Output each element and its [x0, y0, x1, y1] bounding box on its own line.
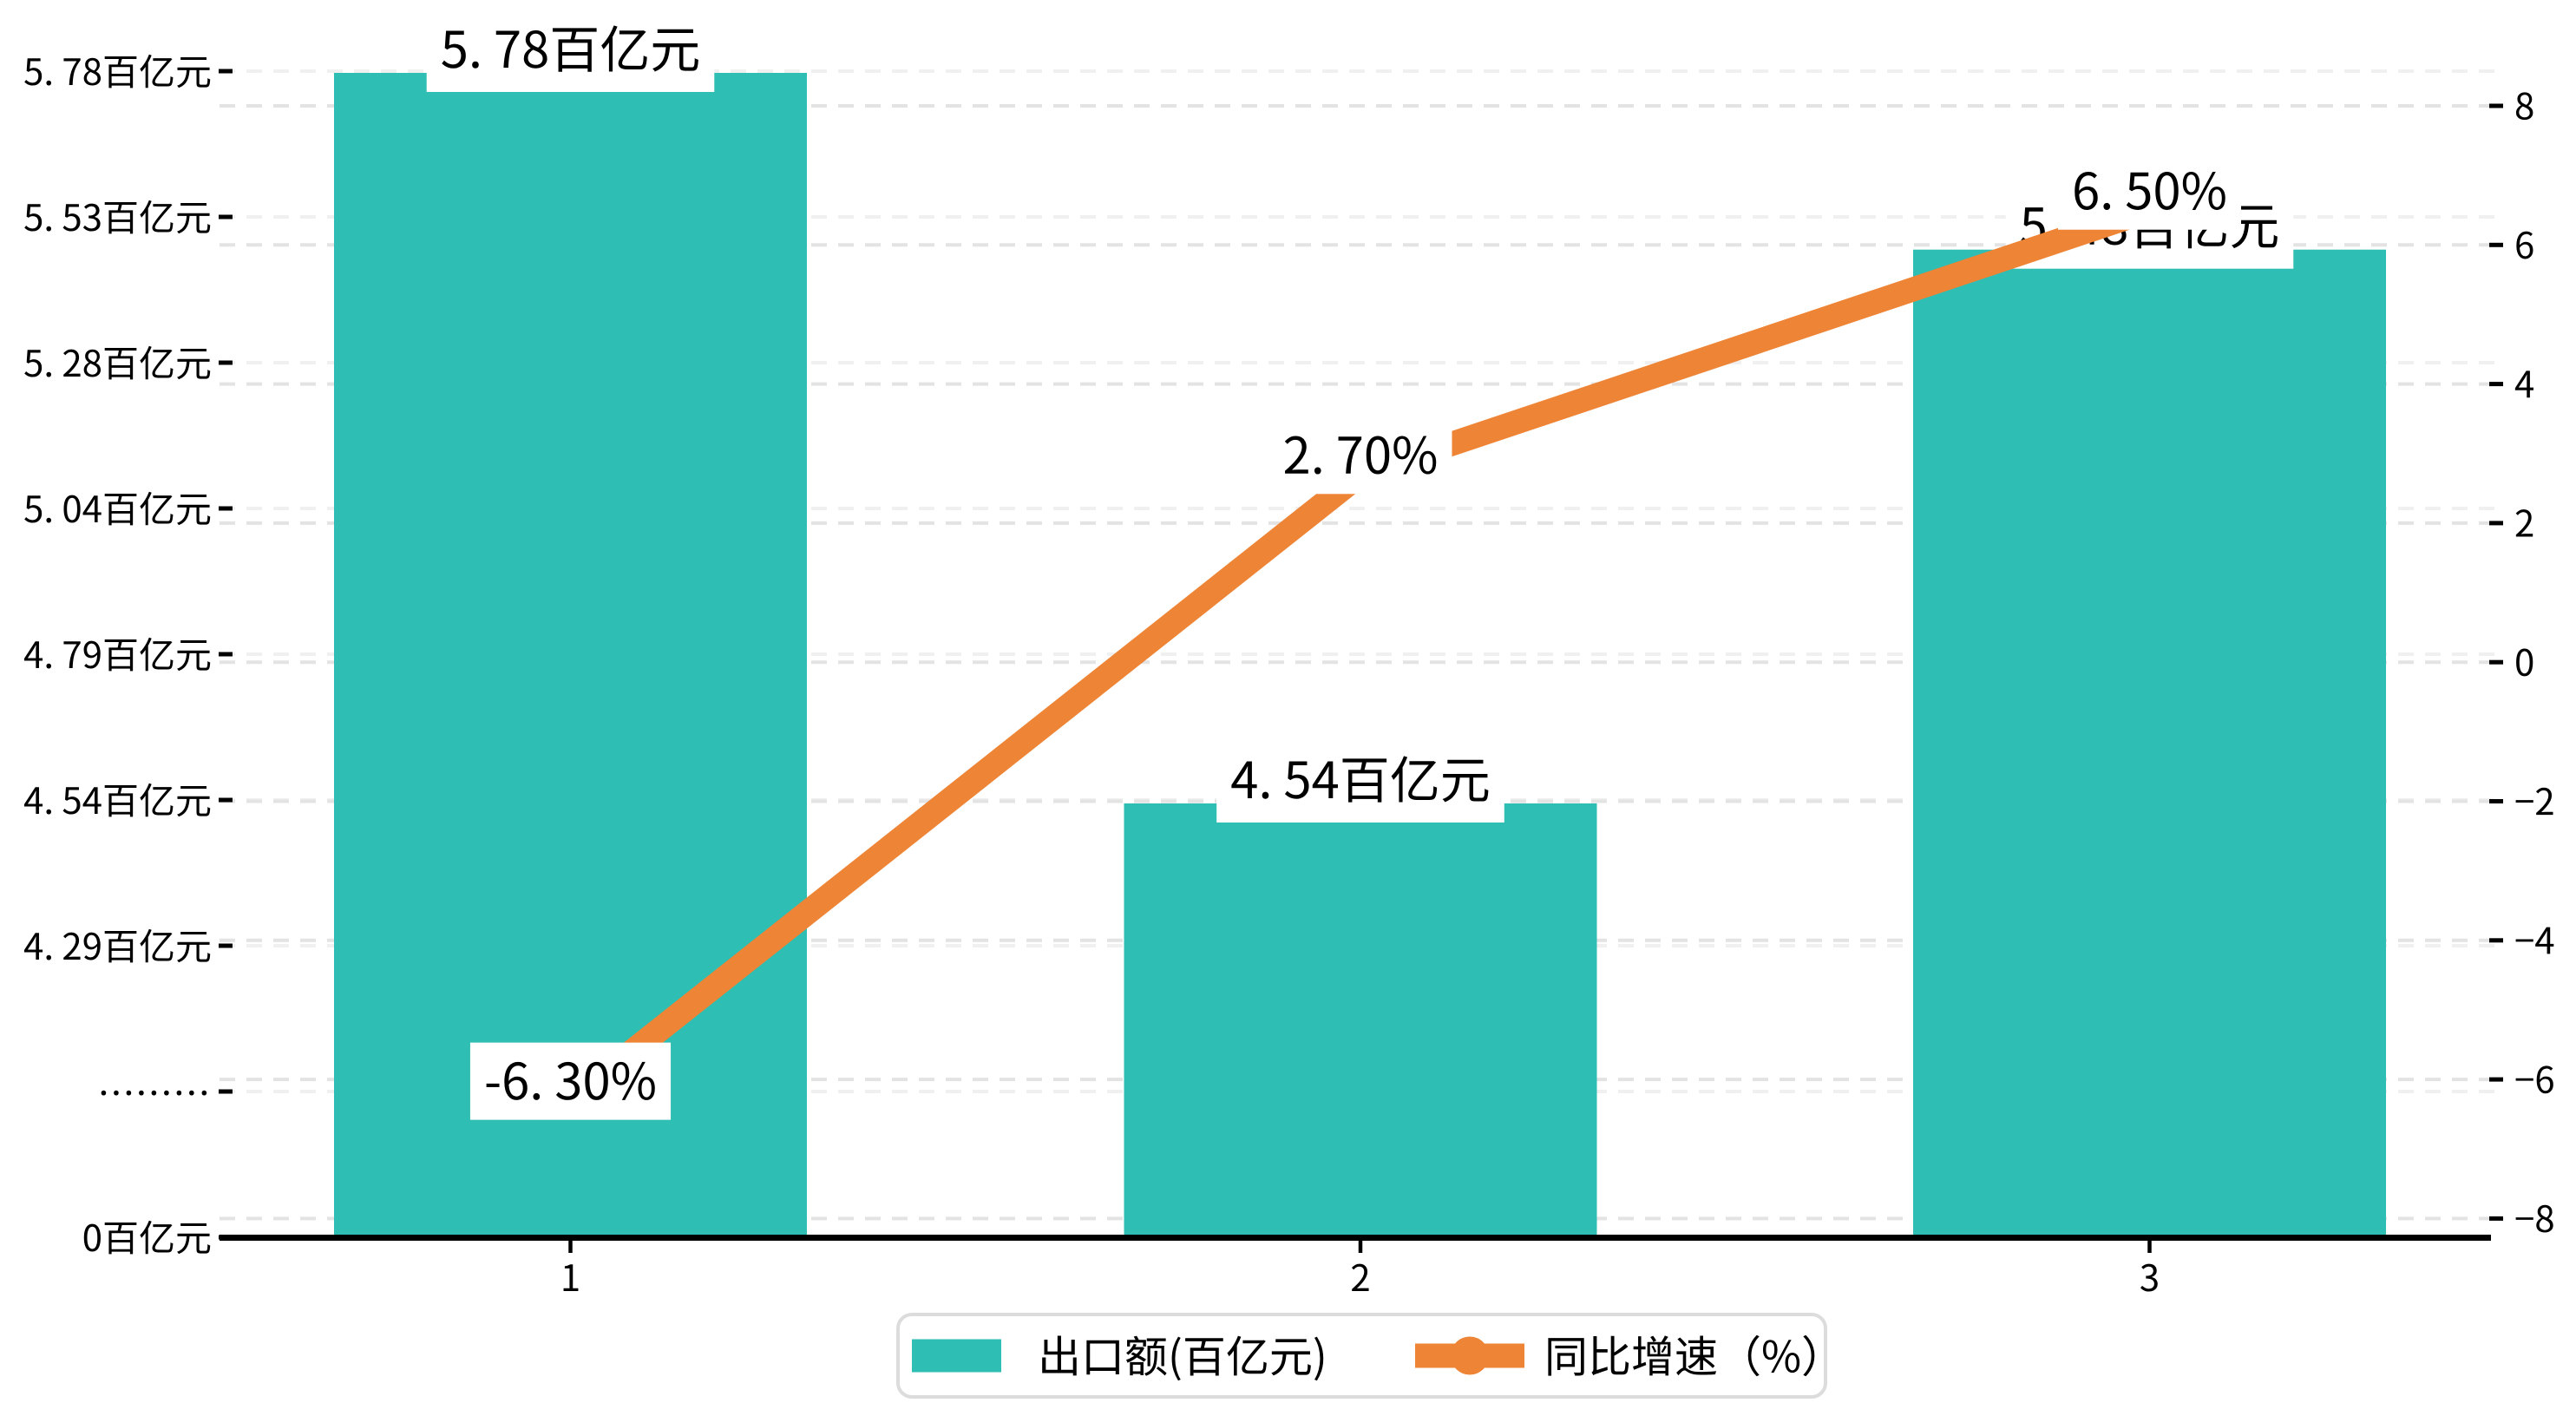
left-axis-label-5-text: 4.54百亿元 — [23, 781, 204, 822]
right-axis-labels: 8 6 4 2 0 −2 −4 −6 −8 — [2514, 87, 2556, 1240]
left-axis-label-6-text: 4.29百亿元 — [23, 927, 204, 967]
line-value-labels: -6.30% 2.70% 6.50% — [469, 152, 2241, 1120]
x-axis-labels: 1 2 3 — [560, 1258, 2160, 1299]
left-axis-ticks — [219, 69, 233, 1240]
left-axis-label-0-text: 5.78百亿元 — [23, 52, 204, 93]
right-axis-label-2-text: 4 — [2514, 364, 2534, 405]
right-axis-ticks — [2489, 103, 2503, 1221]
line-label-text-3-text: 6.50% — [2072, 164, 2214, 220]
x-axis-label-1-text: 1 — [560, 1258, 580, 1299]
legend-entry-line[interactable]: 同比增速（%） — [1415, 1334, 1843, 1382]
legend-line-marker-icon — [1451, 1336, 1489, 1375]
right-axis-label-8-text: −8 — [2514, 1199, 2556, 1240]
legend-bar-label-text: 出口额(百亿元) — [1038, 1334, 1327, 1382]
right-axis-label-7-text: −6 — [2514, 1060, 2556, 1101]
x-axis-label-2-text: 2 — [1350, 1258, 1370, 1299]
line-label-1: -6.30% — [469, 1042, 672, 1120]
bar-label-2: 4.54百亿元 — [1216, 744, 1504, 823]
bar-label-1: 5.78百亿元 — [426, 15, 715, 92]
right-axis-label-3-text: 2 — [2514, 504, 2534, 545]
bar-label-text-2-text: 4.54百亿元 — [1230, 753, 1479, 810]
legend-bar-swatch — [912, 1339, 1001, 1373]
x-axis-label-3-text: 3 — [2140, 1258, 2160, 1299]
bar-label-text-1-text: 5.78百亿元 — [441, 23, 690, 79]
line-label-2: 2.70% — [1268, 416, 1452, 495]
right-axis-label-5-text: −2 — [2514, 782, 2556, 823]
right-axis-label-6-text: −4 — [2514, 921, 2556, 961]
bar-3[interactable] — [1913, 249, 2386, 1242]
line-label-3: 6.50% — [2058, 152, 2241, 230]
legend-line-label-text: 同比增速（%） — [1544, 1334, 1843, 1382]
right-axis-label-1-text: 6 — [2514, 226, 2534, 266]
legend[interactable]: 出口额(百亿元) 同比增速（%） — [896, 1313, 1843, 1399]
left-axis-label-2-text: 5.28百亿元 — [23, 344, 204, 384]
line-label-text-2-text: 2.70% — [1283, 429, 1426, 485]
left-axis-label-4-text: 4.79百亿元 — [23, 635, 204, 676]
bar-2[interactable] — [1124, 803, 1597, 1241]
left-axis-label-1-text: 5.53百亿元 — [23, 198, 204, 239]
right-axis-label-4-text: 0 — [2514, 643, 2534, 684]
line-label-text-1-text: -6.30% — [484, 1054, 644, 1111]
legend-box — [896, 1313, 1827, 1399]
left-axis-label-3-text: 5.04百亿元 — [23, 489, 204, 530]
left-axis-labels: 5.78百亿元 5.53百亿元 5.28百亿元 5.04百亿元 4.79百亿元 4.54百… — [23, 52, 212, 1259]
left-axis-label-8-text: 0百亿元 — [82, 1218, 212, 1259]
legend-entry-bar[interactable]: 出口额(百亿元) — [912, 1334, 1327, 1382]
left-axis-label-7-text: ......... — [99, 1062, 190, 1103]
x-axis — [220, 1235, 2491, 1253]
right-axis-label-0-text: 8 — [2514, 87, 2534, 128]
